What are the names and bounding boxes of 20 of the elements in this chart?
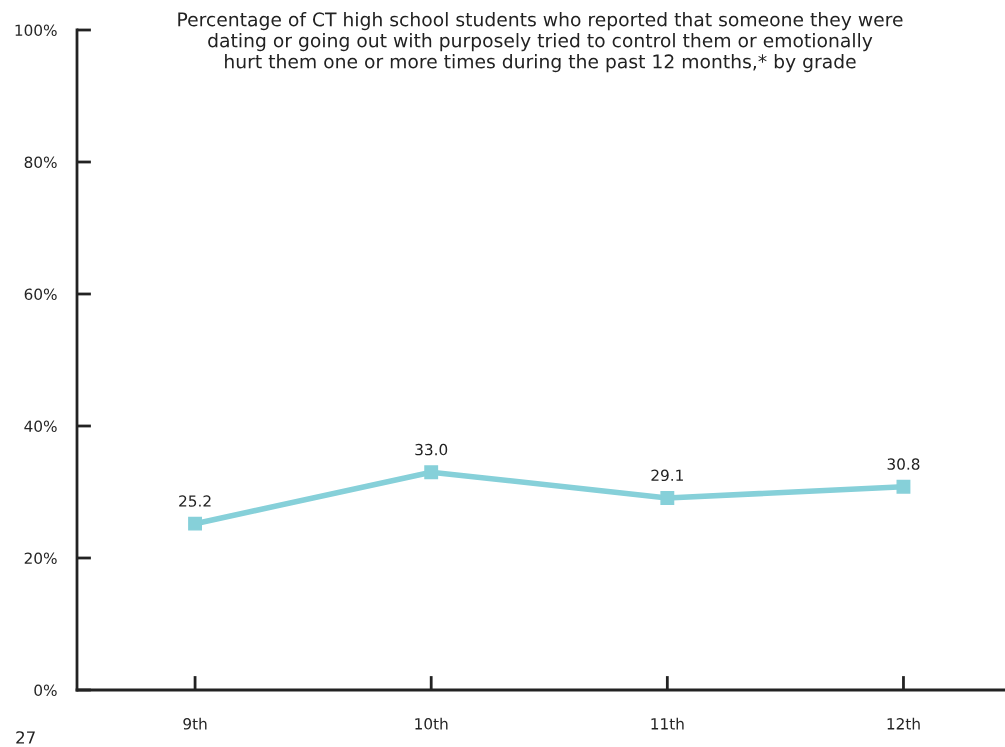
data-label: 25.2 bbox=[179, 495, 211, 507]
y-tick-label: 100% bbox=[15, 24, 57, 37]
chart-title: Percentage of CT high school students who reported that someone they were dating or going out with purposely tried to control them or emotionally hurt them one or more times during the past 12 months,* by grade bbox=[178, 12, 903, 73]
data-label: 30.8 bbox=[887, 458, 920, 470]
y-tick-label: 20% bbox=[24, 552, 57, 565]
y-tick-label: 40% bbox=[24, 420, 57, 433]
data-label: 29.1 bbox=[651, 469, 683, 482]
y-tick-label: 0% bbox=[34, 684, 57, 697]
y-tick-label: 60% bbox=[24, 288, 57, 301]
y-tick-label: 80% bbox=[24, 156, 57, 169]
text: 27 bbox=[16, 731, 35, 744]
x-tick-label: 12th bbox=[887, 717, 920, 730]
x-tick-label: 9th bbox=[183, 717, 207, 730]
x-tick-label: 11th bbox=[651, 717, 684, 730]
point bbox=[188, 516, 203, 531]
point bbox=[660, 490, 675, 505]
data-label: 33.0 bbox=[415, 443, 448, 456]
x-tick-label: 10th bbox=[415, 717, 448, 730]
point bbox=[424, 465, 439, 480]
point bbox=[896, 479, 911, 494]
